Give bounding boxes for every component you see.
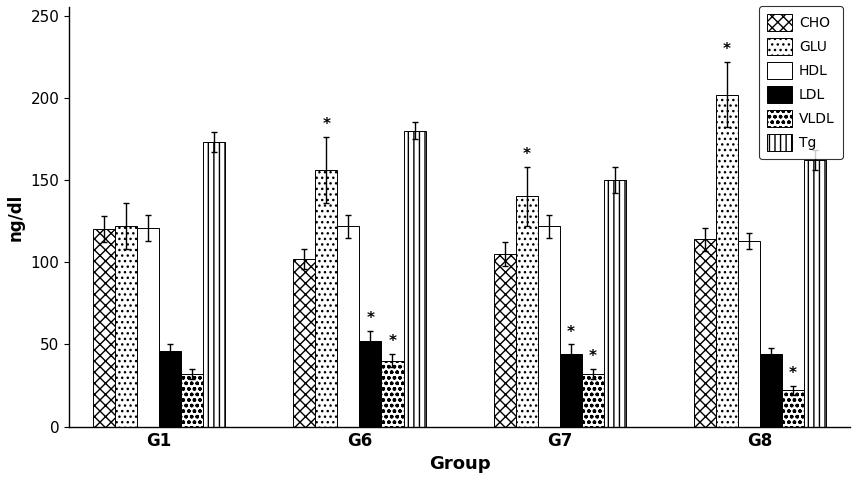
Bar bbox=[603, 180, 626, 427]
Bar bbox=[159, 351, 181, 427]
Bar bbox=[181, 374, 203, 427]
Bar bbox=[716, 95, 738, 427]
Text: *: * bbox=[789, 366, 797, 381]
Bar bbox=[137, 228, 159, 427]
Text: *: * bbox=[322, 117, 331, 132]
Text: *: * bbox=[523, 147, 530, 162]
Text: *: * bbox=[589, 349, 596, 364]
Bar bbox=[782, 390, 804, 427]
Bar bbox=[738, 241, 760, 427]
Bar bbox=[293, 259, 315, 427]
Bar bbox=[115, 226, 137, 427]
Y-axis label: ng/dl: ng/dl bbox=[7, 193, 25, 240]
Bar bbox=[404, 131, 426, 427]
Bar bbox=[560, 354, 582, 427]
Bar bbox=[93, 229, 115, 427]
Bar bbox=[381, 361, 404, 427]
Bar bbox=[359, 341, 381, 427]
X-axis label: Group: Group bbox=[428, 455, 490, 473]
Text: *: * bbox=[367, 312, 375, 326]
Text: *: * bbox=[566, 324, 575, 339]
Bar bbox=[694, 239, 716, 427]
Bar bbox=[582, 374, 603, 427]
Legend: CHO, GLU, HDL, LDL, VLDL, Tg: CHO, GLU, HDL, LDL, VLDL, Tg bbox=[758, 6, 843, 159]
Bar bbox=[494, 254, 516, 427]
Bar bbox=[315, 170, 338, 427]
Text: *: * bbox=[388, 335, 397, 349]
Bar bbox=[516, 196, 537, 427]
Bar bbox=[760, 354, 782, 427]
Bar bbox=[804, 160, 826, 427]
Bar bbox=[537, 226, 560, 427]
Text: *: * bbox=[723, 42, 731, 57]
Bar bbox=[338, 226, 359, 427]
Bar bbox=[203, 142, 225, 427]
